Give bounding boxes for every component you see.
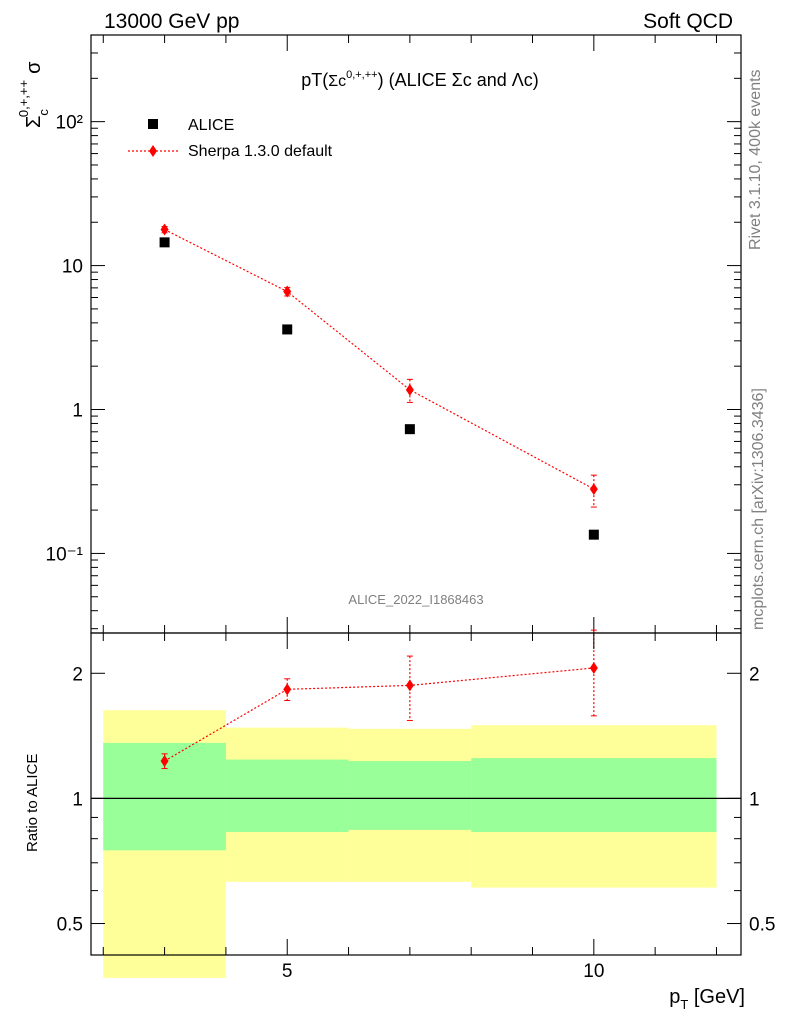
sherpa-point xyxy=(160,223,169,236)
x-tick-label: 10 xyxy=(583,961,604,982)
main-ylabel-base: Σ xyxy=(23,116,45,128)
ratio-sherpa-point xyxy=(589,661,598,674)
xlabel: pT [GeV] xyxy=(669,986,745,1012)
alice-point xyxy=(588,529,599,540)
analysis-id: ALICE_2022_I1868463 xyxy=(348,592,483,607)
main-ylabel-sub: c xyxy=(36,109,51,116)
main-ylabel-sup: 0,+,++ xyxy=(16,80,31,117)
legend: ALICE Sherpa 1.3.0 default xyxy=(128,117,333,160)
ratio-sherpa-point xyxy=(405,679,414,692)
y-tick-label: 10 xyxy=(62,257,83,278)
legend-alice-label: ALICE xyxy=(188,117,234,134)
y-tick-label: 1 xyxy=(72,401,83,422)
ratio-sherpa-point xyxy=(160,755,169,768)
sherpa-point xyxy=(405,383,414,396)
ratio-band-inner xyxy=(471,758,717,833)
xlabel-base: p xyxy=(669,986,680,1008)
ratio-sherpa-point xyxy=(283,683,292,696)
legend-sherpa-label: Sherpa 1.3.0 default xyxy=(188,143,333,160)
plot-title-post: ) (ALICE Σc and Λc) xyxy=(378,70,539,90)
ratio-y-tick-label: 0.5 xyxy=(57,915,83,936)
y-tick-label: 10² xyxy=(56,113,83,134)
ratio-band-inner xyxy=(348,761,472,830)
ratio-plot-frame xyxy=(90,632,742,956)
ratio-plot: 0.5 0.5 1 1 2 2 5 10 xyxy=(57,629,775,982)
ratio-y-tick-label-right: 1 xyxy=(749,789,760,810)
rivet-label: Rivet 3.1.10, 400k events xyxy=(747,69,764,250)
ratio-band-inner xyxy=(225,759,349,833)
header-right: Soft QCD xyxy=(643,10,733,33)
sherpa-point xyxy=(283,285,292,298)
ratio-sherpa-line xyxy=(164,667,594,762)
plot-title-sup: 0,+,++ xyxy=(346,69,378,81)
legend-sherpa-marker xyxy=(149,145,157,157)
plot-title: pT(Σc0,+,++) (ALICE Σc and Λc) xyxy=(301,69,539,90)
legend-alice-marker xyxy=(148,119,158,129)
xlabel-sub: T xyxy=(680,997,688,1012)
header-left: 13000 GeV pp xyxy=(104,10,239,33)
xlabel-suffix: [GeV] xyxy=(688,986,745,1008)
main-plot: 10⁻¹ 1 10 10² xyxy=(46,34,742,634)
main-ylabel: Σc 0,+,++ σ xyxy=(16,61,51,128)
plot-title-pre: pT( xyxy=(301,70,328,90)
ratio-y-tick-label: 1 xyxy=(72,789,83,810)
sherpa-line xyxy=(164,229,595,490)
ratio-y-tick-label: 2 xyxy=(72,664,83,685)
ratio-y-tick-label-right: 2 xyxy=(749,664,760,685)
alice-point xyxy=(404,424,415,435)
alice-point xyxy=(282,324,293,335)
ratio-y-tick-label-right: 0.5 xyxy=(749,915,775,936)
x-tick-label: 5 xyxy=(282,961,293,982)
alice-point xyxy=(159,237,170,248)
plot-title-sym: Σc xyxy=(328,73,346,90)
main-ylabel-suffix: σ xyxy=(23,61,45,74)
y-tick-label: 10⁻¹ xyxy=(46,544,84,565)
ratio-ylabel: Ratio to ALICE xyxy=(24,754,41,852)
mcplots-label: mcplots.cern.ch [arXiv:1306.3436] xyxy=(750,388,767,630)
sherpa-point xyxy=(589,483,598,496)
